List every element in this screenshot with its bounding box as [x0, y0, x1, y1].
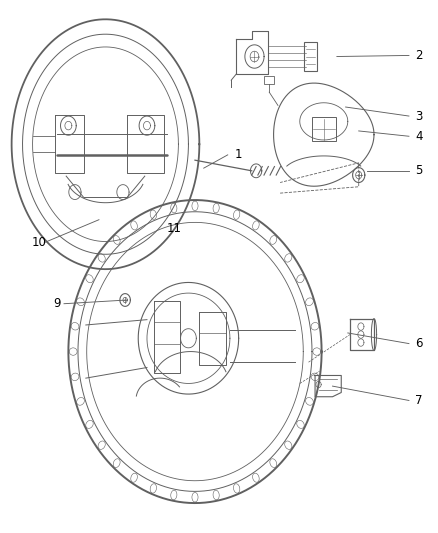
Text: 6: 6 [416, 337, 423, 350]
Text: 2: 2 [416, 49, 423, 62]
Text: 1: 1 [234, 148, 242, 161]
Text: 9: 9 [53, 297, 60, 310]
Text: 5: 5 [416, 164, 423, 177]
Text: 3: 3 [416, 110, 423, 123]
Text: 7: 7 [416, 394, 423, 407]
Text: 4: 4 [416, 130, 423, 143]
Text: 11: 11 [166, 222, 182, 235]
Text: 10: 10 [31, 236, 46, 249]
